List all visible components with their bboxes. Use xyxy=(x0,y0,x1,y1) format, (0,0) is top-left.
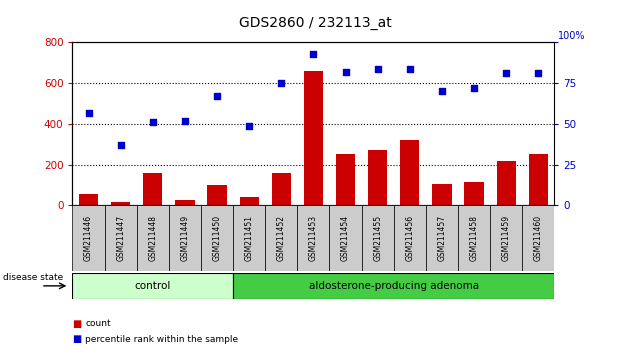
Text: GDS2860 / 232113_at: GDS2860 / 232113_at xyxy=(239,16,391,30)
Text: GSM211451: GSM211451 xyxy=(244,215,254,261)
Bar xyxy=(426,205,458,271)
Bar xyxy=(207,185,227,205)
Text: GSM211456: GSM211456 xyxy=(405,215,415,261)
Bar xyxy=(458,205,490,271)
Text: GSM211453: GSM211453 xyxy=(309,215,318,261)
Bar xyxy=(233,205,265,271)
Point xyxy=(404,66,415,72)
Text: ■: ■ xyxy=(72,334,82,344)
Point xyxy=(244,123,254,129)
Point xyxy=(308,51,318,57)
Bar xyxy=(201,205,233,271)
Text: GSM211458: GSM211458 xyxy=(469,215,479,261)
Text: disease state: disease state xyxy=(3,273,64,281)
Bar xyxy=(394,205,426,271)
Text: aldosterone-producing adenoma: aldosterone-producing adenoma xyxy=(309,281,479,291)
Text: 100%: 100% xyxy=(558,31,585,41)
Bar xyxy=(272,173,291,205)
Bar xyxy=(400,140,420,205)
Bar xyxy=(143,173,163,205)
Bar xyxy=(265,205,297,271)
Text: GSM211446: GSM211446 xyxy=(84,215,93,261)
Bar xyxy=(432,184,452,205)
Point xyxy=(340,69,350,75)
Bar xyxy=(111,202,130,205)
Bar xyxy=(79,194,98,205)
Bar xyxy=(362,205,394,271)
Bar xyxy=(336,154,355,205)
Point xyxy=(437,88,447,94)
Bar xyxy=(464,182,484,205)
Text: GSM211460: GSM211460 xyxy=(534,215,543,261)
Bar xyxy=(175,200,195,205)
Bar xyxy=(522,205,554,271)
Text: GSM211447: GSM211447 xyxy=(116,215,125,261)
Point xyxy=(533,70,543,76)
Point xyxy=(469,85,479,91)
Text: GSM211455: GSM211455 xyxy=(373,215,382,261)
Bar xyxy=(169,205,201,271)
Bar xyxy=(304,71,323,205)
Bar xyxy=(137,205,169,271)
Bar xyxy=(490,205,522,271)
Point xyxy=(501,70,511,76)
Bar xyxy=(72,205,105,271)
Point xyxy=(180,118,190,124)
Bar xyxy=(329,205,362,271)
Text: GSM211454: GSM211454 xyxy=(341,215,350,261)
Point xyxy=(147,119,158,125)
Point xyxy=(83,110,94,115)
Bar xyxy=(368,150,387,205)
Text: percentile rank within the sample: percentile rank within the sample xyxy=(85,335,238,344)
Point xyxy=(212,93,222,99)
Text: GSM211459: GSM211459 xyxy=(501,215,511,261)
Text: GSM211452: GSM211452 xyxy=(277,215,286,261)
Text: GSM211449: GSM211449 xyxy=(180,215,190,261)
Bar xyxy=(297,205,329,271)
Bar xyxy=(496,161,516,205)
Text: ■: ■ xyxy=(72,319,82,329)
Bar xyxy=(529,154,548,205)
Text: count: count xyxy=(85,319,111,329)
Point xyxy=(372,66,382,72)
Bar xyxy=(105,205,137,271)
Text: GSM211448: GSM211448 xyxy=(148,215,158,261)
Point xyxy=(276,80,286,86)
Point xyxy=(116,142,126,148)
Text: GSM211457: GSM211457 xyxy=(437,215,447,261)
Bar xyxy=(233,273,554,299)
Bar xyxy=(72,273,233,299)
Text: control: control xyxy=(135,281,171,291)
Text: GSM211450: GSM211450 xyxy=(212,215,222,261)
Bar xyxy=(239,197,259,205)
